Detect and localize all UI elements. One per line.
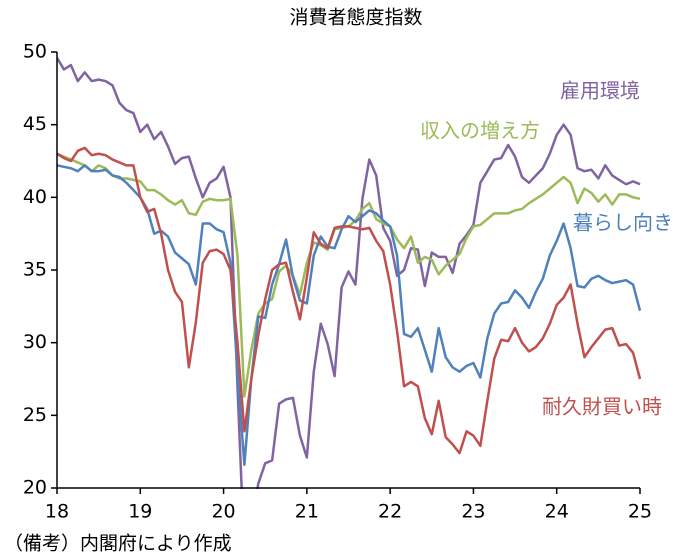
series-line bbox=[57, 146, 642, 455]
x-tick-label: 20 bbox=[211, 501, 235, 523]
x-tick-label: 24 bbox=[545, 501, 569, 523]
legend-label: 雇用環境 bbox=[560, 79, 640, 103]
y-tick-label: 25 bbox=[23, 404, 47, 426]
x-tick-label: 18 bbox=[45, 501, 69, 523]
y-tick-label: 50 bbox=[23, 41, 47, 63]
series-line bbox=[57, 164, 642, 466]
series-line bbox=[57, 57, 641, 489]
y-tick-label: 35 bbox=[23, 259, 47, 281]
y-tick-label: 30 bbox=[23, 331, 47, 353]
y-tick-label: 40 bbox=[23, 186, 47, 208]
chart-title: 消費者態度指数 bbox=[289, 7, 422, 29]
series-line bbox=[57, 152, 641, 398]
plot-area bbox=[57, 57, 642, 489]
legend-label: 収入の増え方 bbox=[420, 119, 540, 143]
x-tick-label: 25 bbox=[628, 501, 652, 523]
x-tick-label: 22 bbox=[378, 501, 402, 523]
x-tick-label: 19 bbox=[128, 501, 152, 523]
source-note: （備考）内閣府により作成 bbox=[4, 533, 232, 555]
x-tick-label: 23 bbox=[461, 501, 485, 523]
legend-label: 耐久財買い時 bbox=[542, 395, 662, 419]
y-tick-label: 45 bbox=[23, 113, 47, 135]
legend-label: 暮らし向き bbox=[573, 211, 673, 235]
y-tick-label: 20 bbox=[23, 477, 47, 499]
x-tick-label: 21 bbox=[295, 501, 319, 523]
